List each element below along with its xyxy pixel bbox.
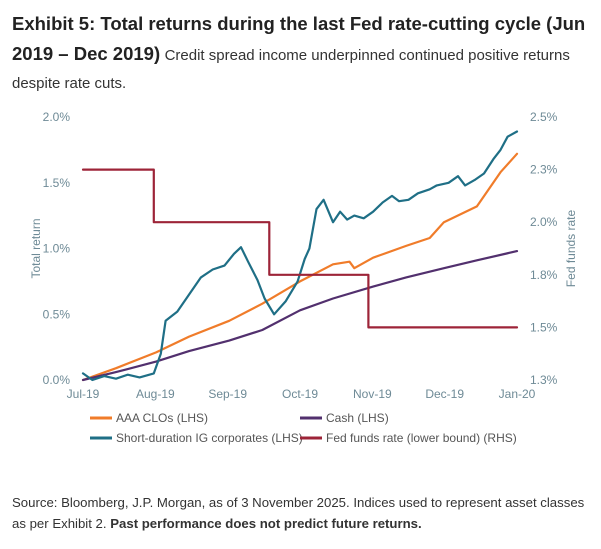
x-tick-label: Aug-19 bbox=[136, 387, 175, 401]
x-tick-label: Oct-19 bbox=[282, 387, 318, 401]
legend-label: Cash (LHS) bbox=[326, 411, 389, 425]
y-tick-label-right: 2.0% bbox=[530, 215, 558, 229]
chart-svg: 0.0% 0.5% 1.0% 1.5% 2.0% 1.3% 1.5% 1.8% 2.0% 2.3%… bbox=[29, 110, 578, 445]
y-tick-label-right: 1.5% bbox=[530, 320, 558, 334]
series-line bbox=[81, 168, 519, 329]
x-tick-label: Dec-19 bbox=[425, 387, 464, 401]
y-tick-label-left: 2.0% bbox=[43, 110, 71, 124]
y-tick-label-left: 0.5% bbox=[43, 307, 71, 321]
y-tick-label-right: 2.3% bbox=[530, 163, 558, 177]
source-text: Source: Bloomberg, J.P. Morgan, as of 3 … bbox=[12, 495, 585, 531]
x-tick-label: Jan-20 bbox=[499, 387, 536, 401]
y-tick-label-right: 1.8% bbox=[530, 268, 558, 282]
y-axis-title-left: Total return bbox=[29, 218, 43, 278]
y-tick-label-left: 0.0% bbox=[43, 373, 71, 387]
series-line bbox=[81, 250, 519, 382]
y-axis-title-right: Fed funds rate bbox=[564, 209, 578, 287]
legend-label: Short-duration IG corporates (LHS) bbox=[116, 431, 303, 445]
chart-title: Exhibit 5: Total returns during the last… bbox=[12, 13, 586, 64]
legend-label: AAA CLOs (LHS) bbox=[116, 411, 208, 425]
chart-subtitle: Credit spread income underpinned continu… bbox=[12, 47, 570, 92]
y-tick-label-left: 1.0% bbox=[43, 242, 71, 256]
legend-label: Fed funds rate (lower bound) (RHS) bbox=[326, 431, 517, 445]
series-line bbox=[81, 152, 519, 382]
y-tick-label-left: 1.5% bbox=[43, 176, 71, 190]
x-tick-label: Sep-19 bbox=[208, 387, 247, 401]
source-note: Source: Bloomberg, J.P. Morgan, as of 3 … bbox=[12, 492, 597, 534]
x-tick-label: Jul-19 bbox=[67, 387, 100, 401]
disclaimer-text: Past performance does not predict future… bbox=[110, 516, 422, 531]
y-tick-label-right: 2.5% bbox=[530, 110, 558, 124]
chart-heading: Exhibit 5: Total returns during the last… bbox=[12, 10, 592, 98]
series-line bbox=[81, 130, 519, 382]
y-tick-label-right: 1.3% bbox=[530, 373, 558, 387]
x-tick-label: Nov-19 bbox=[353, 387, 392, 401]
